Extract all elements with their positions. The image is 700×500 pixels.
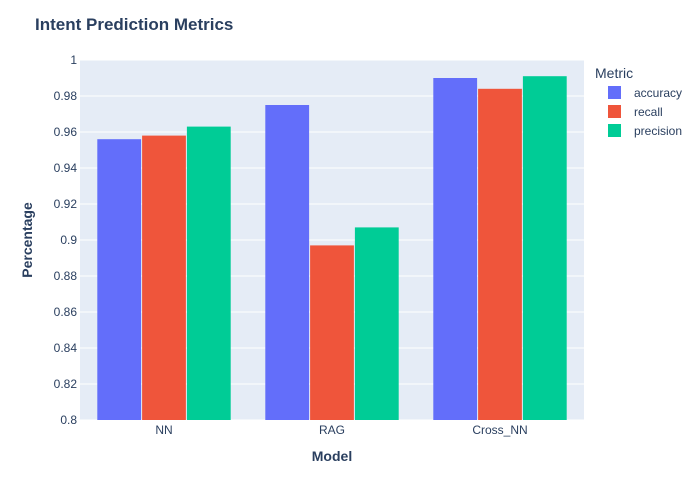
- bar-precision-Cross_NN[interactable]: [522, 76, 567, 420]
- legend-item-recall[interactable]: recall: [608, 105, 663, 119]
- legend-label: accuracy: [634, 86, 682, 100]
- x-tick-label: RAG: [319, 423, 345, 437]
- x-axis-title: Model: [312, 448, 352, 464]
- y-axis-title: Percentage: [19, 202, 35, 278]
- bar-precision-NN[interactable]: [186, 126, 231, 420]
- legend-title: Metric: [595, 65, 633, 81]
- y-tick-label: 0.96: [54, 125, 78, 139]
- legend-label: precision: [634, 124, 682, 138]
- x-tick-label: Cross_NN: [472, 423, 527, 437]
- y-tick-label: 0.92: [54, 197, 78, 211]
- bars: [97, 76, 567, 421]
- y-tick-label: 0.8: [60, 413, 77, 427]
- bar-recall-NN[interactable]: [142, 135, 186, 420]
- y-tick-label: 0.94: [54, 161, 78, 175]
- bar-precision-RAG[interactable]: [354, 227, 399, 420]
- legend-swatch: [608, 124, 621, 137]
- y-tick-label: 0.86: [54, 305, 78, 319]
- x-axis-ticks: NN RAG Cross_NN: [155, 423, 527, 437]
- chart-title: Intent Prediction Metrics: [35, 15, 233, 34]
- y-tick-label: 0.98: [54, 89, 78, 103]
- bar-recall-RAG[interactable]: [310, 245, 354, 420]
- legend-swatch: [608, 105, 621, 118]
- bar-recall-Cross_NN[interactable]: [478, 88, 522, 421]
- legend-label: recall: [634, 105, 663, 119]
- bar-accuracy-Cross_NN[interactable]: [433, 78, 478, 420]
- y-axis-ticks: 0.8 0.82 0.84 0.86 0.88 0.9 0.92 0.94 0.96 0.98 1: [54, 53, 78, 427]
- x-tick-label: NN: [155, 423, 172, 437]
- y-tick-label: 0.88: [54, 269, 78, 283]
- y-tick-label: 0.9: [60, 233, 77, 247]
- legend-item-accuracy[interactable]: accuracy: [608, 86, 682, 100]
- bar-accuracy-RAG[interactable]: [265, 105, 310, 420]
- legend-item-precision[interactable]: precision: [608, 124, 682, 138]
- y-tick-label: 0.84: [54, 341, 78, 355]
- legend[interactable]: Metric accuracy recall precision: [595, 65, 682, 138]
- y-tick-label: 0.82: [54, 377, 78, 391]
- legend-swatch: [608, 86, 621, 99]
- y-tick-label: 1: [70, 53, 77, 67]
- bar-accuracy-NN[interactable]: [97, 139, 142, 420]
